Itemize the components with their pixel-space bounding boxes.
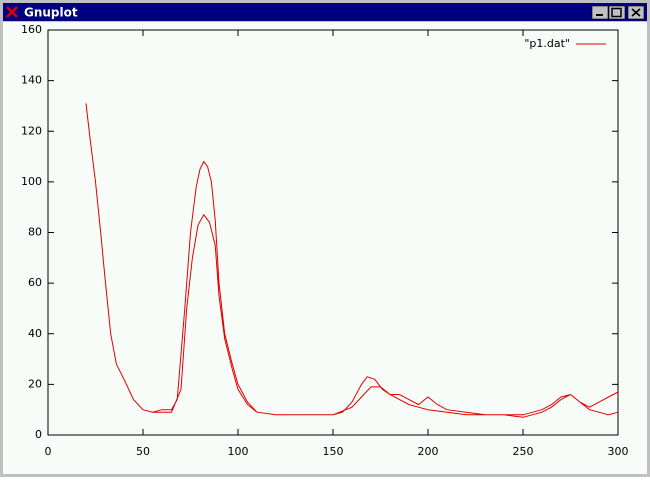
y-tick-label: 120 [21, 124, 42, 137]
close-icon [631, 8, 641, 17]
x-tick-label: 200 [418, 445, 439, 458]
x-tick-label: 50 [136, 445, 150, 458]
window-buttons[interactable] [591, 5, 645, 20]
title-bar [3, 3, 647, 21]
legend-label: "p1.dat" [524, 37, 570, 50]
y-tick-label: 60 [28, 276, 42, 289]
minimize-button[interactable] [591, 5, 609, 20]
y-tick-label: 160 [21, 23, 42, 36]
x-tick-label: 300 [608, 445, 629, 458]
x-tick-label: 100 [228, 445, 249, 458]
y-tick-label: 20 [28, 377, 42, 390]
x-tick-label: 150 [323, 445, 344, 458]
y-tick-label: 140 [21, 74, 42, 87]
y-tick-label: 100 [21, 175, 42, 188]
y-tick-label: 0 [35, 428, 42, 441]
x-tick-label: 250 [513, 445, 534, 458]
y-tick-label: 80 [28, 226, 42, 239]
y-tick-label: 40 [28, 327, 42, 340]
app-icon [6, 6, 18, 18]
plot-canvas [3, 22, 647, 474]
data-line [85, 103, 619, 418]
window-title: Gnuplot [24, 6, 78, 20]
x-tick-label: 0 [45, 445, 52, 458]
maximize-icon [611, 7, 622, 18]
